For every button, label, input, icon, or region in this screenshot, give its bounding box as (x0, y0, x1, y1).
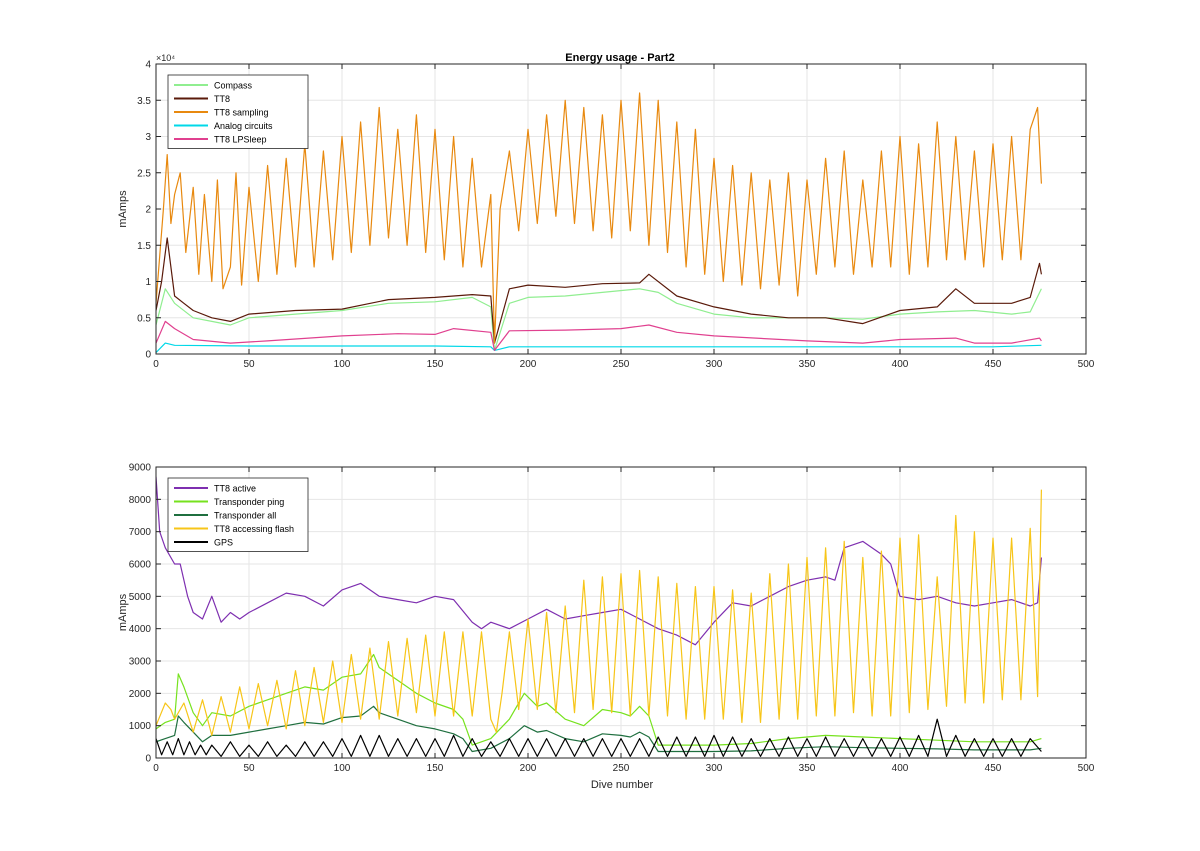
legend-label: TT8 (214, 94, 230, 104)
x-tick-label: 400 (892, 763, 909, 774)
x-tick-label: 200 (520, 359, 537, 370)
x-tick-label: 450 (985, 359, 1002, 370)
legend-label: TT8 sampling (214, 108, 269, 118)
legend-label: GPS (214, 538, 233, 548)
legend-label: Compass (214, 81, 253, 91)
series-line-gps (156, 718, 1042, 758)
y-tick-label: 3 (145, 132, 151, 143)
y-tick-label: 0 (145, 350, 151, 361)
y-tick-label: 2 (145, 205, 151, 216)
y-tick-label: 2000 (129, 689, 152, 700)
x-tick-label: 350 (799, 763, 816, 774)
x-tick-label: 100 (334, 763, 351, 774)
y-tick-label: 3.5 (137, 96, 151, 107)
x-axis-label: Dive number (591, 779, 654, 791)
series-line-transponder-all (156, 705, 1042, 753)
y-tick-label: 4 (145, 60, 151, 71)
series-line-tt8-lpsleep (156, 320, 1042, 351)
x-tick-label: 200 (520, 763, 537, 774)
x-tick-label: 500 (1078, 763, 1095, 774)
series-line-tt8-active (156, 476, 1042, 646)
x-tick-label: 400 (892, 359, 909, 370)
y-tick-label: 3000 (129, 657, 152, 668)
bottom-plot: 0 50 100 150 200 250 300 350 400 450 5000100020003… (117, 463, 1095, 792)
y-tick-label: 1000 (129, 721, 152, 732)
y-tick-label: 1 (145, 277, 151, 288)
series-line-tt8-accessing-flash (156, 489, 1042, 737)
x-tick-label: 100 (334, 359, 351, 370)
y-axis-label: mAmps (117, 593, 129, 631)
y-tick-label: 0 (145, 754, 151, 765)
x-tick-label: 350 (799, 359, 816, 370)
y-tick-label: 6000 (129, 560, 152, 571)
legend-label: Analog circuits (214, 121, 273, 131)
x-tick-label: 450 (985, 763, 1002, 774)
y-tick-label: 5000 (129, 592, 152, 603)
x-tick-label: 300 (706, 763, 723, 774)
legend-label: Transponder all (214, 511, 276, 521)
y-tick-label: 1.5 (137, 241, 151, 252)
x-tick-label: 0 (153, 763, 159, 774)
x-tick-label: 250 (613, 359, 630, 370)
y-tick-label: 0.5 (137, 313, 151, 324)
x-tick-label: 150 (427, 763, 444, 774)
x-tick-label: 0 (153, 359, 159, 370)
y-tick-label: 8000 (129, 495, 152, 506)
y-tick-label: 9000 (129, 463, 152, 474)
y-exponent-label: ×10⁴ (156, 53, 175, 63)
legend-label: TT8 active (214, 484, 256, 494)
legend-label: Transponder ping (214, 497, 284, 507)
y-tick-label: 4000 (129, 624, 152, 635)
series-line-tt8 (156, 237, 1042, 344)
y-axis-label: mAmps (117, 190, 129, 228)
x-tick-label: 50 (243, 763, 255, 774)
x-tick-label: 500 (1078, 359, 1095, 370)
x-tick-label: 50 (243, 359, 255, 370)
legend-label: TT8 accessing flash (214, 524, 294, 534)
series-line-tt8-sampling (156, 92, 1042, 344)
x-tick-label: 250 (613, 763, 630, 774)
x-tick-label: 300 (706, 359, 723, 370)
series-line-compass (156, 288, 1042, 351)
y-tick-label: 7000 (129, 527, 152, 538)
chart-title: Energy usage - Part2 (565, 52, 674, 64)
series-line-transponder-ping (156, 653, 1042, 746)
y-tick-label: 2.5 (137, 168, 151, 179)
top-plot: 0 50 100 150 200 250 300 350 400 450 500 0 0.5 1 1.5 2 2… (117, 53, 1095, 370)
legend-label: TT8 LPSleep (214, 135, 267, 145)
x-tick-label: 150 (427, 359, 444, 370)
